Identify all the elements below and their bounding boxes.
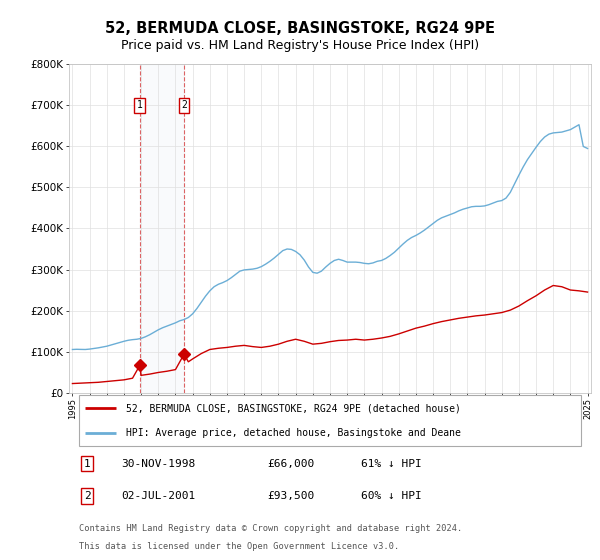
Text: HPI: Average price, detached house, Basingstoke and Deane: HPI: Average price, detached house, Basi…	[127, 427, 461, 437]
Text: 52, BERMUDA CLOSE, BASINGSTOKE, RG24 9PE: 52, BERMUDA CLOSE, BASINGSTOKE, RG24 9PE	[105, 21, 495, 36]
Text: 2: 2	[84, 491, 91, 501]
FancyBboxPatch shape	[79, 395, 581, 446]
Text: 02-JUL-2001: 02-JUL-2001	[121, 491, 196, 501]
Text: 1: 1	[137, 100, 143, 110]
Text: 60% ↓ HPI: 60% ↓ HPI	[361, 491, 422, 501]
Text: 61% ↓ HPI: 61% ↓ HPI	[361, 459, 422, 469]
Text: 30-NOV-1998: 30-NOV-1998	[121, 459, 196, 469]
Text: £93,500: £93,500	[268, 491, 314, 501]
Text: This data is licensed under the Open Government Licence v3.0.: This data is licensed under the Open Gov…	[79, 542, 400, 550]
Text: 52, BERMUDA CLOSE, BASINGSTOKE, RG24 9PE (detached house): 52, BERMUDA CLOSE, BASINGSTOKE, RG24 9PE…	[127, 403, 461, 413]
Text: Contains HM Land Registry data © Crown copyright and database right 2024.: Contains HM Land Registry data © Crown c…	[79, 524, 463, 533]
Text: 2: 2	[181, 100, 187, 110]
Bar	[140, 64, 184, 393]
Text: £66,000: £66,000	[268, 459, 314, 469]
Text: 1: 1	[84, 459, 91, 469]
Text: Price paid vs. HM Land Registry's House Price Index (HPI): Price paid vs. HM Land Registry's House …	[121, 39, 479, 52]
